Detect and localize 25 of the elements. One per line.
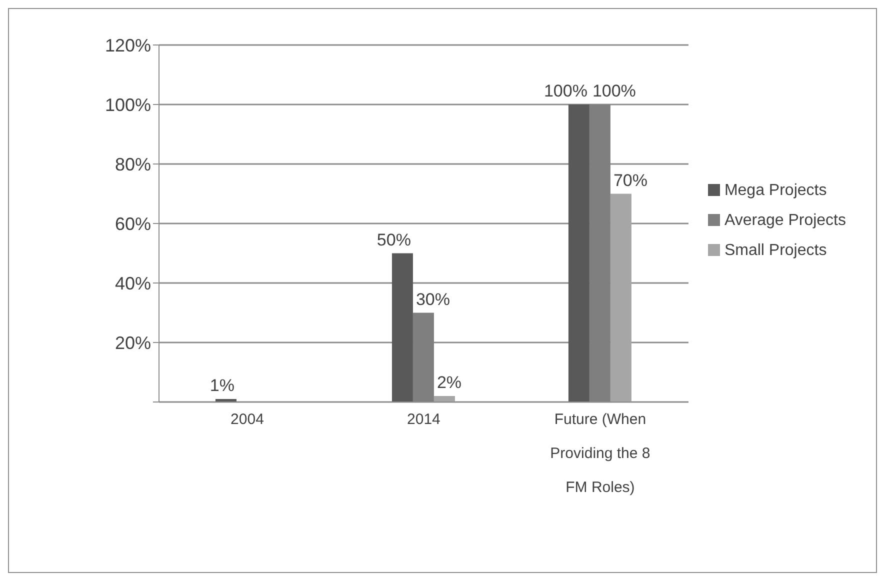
y-tick-label: 20% xyxy=(114,332,151,353)
y-tick-label: 80% xyxy=(114,154,151,174)
bar xyxy=(412,312,434,402)
bar xyxy=(568,104,590,402)
x-tick-label: Future (When Providing the 8 FM Roles) xyxy=(550,411,650,496)
data-label: 100% xyxy=(544,82,588,100)
data-label: 30% xyxy=(416,290,450,309)
data-label: 50% xyxy=(376,230,411,250)
x-tick-label: 2014 xyxy=(407,411,440,428)
x-tick-label: 2004 xyxy=(230,411,264,428)
legend-label: Mega Projects xyxy=(724,182,827,198)
data-label: 70% xyxy=(613,170,648,190)
y-tick-label: 60% xyxy=(114,214,151,234)
bar xyxy=(610,194,632,402)
y-tick-label: 40% xyxy=(114,273,151,294)
data-label: 1% xyxy=(210,376,234,396)
y-tick-label: 100% xyxy=(104,94,151,115)
y-tick-label: 120% xyxy=(104,35,151,56)
data-label: 100% xyxy=(592,82,636,100)
legend-label: Average Projects xyxy=(724,212,846,228)
bar xyxy=(589,104,610,402)
bar xyxy=(392,253,413,402)
data-label: 2% xyxy=(436,373,462,392)
bar xyxy=(434,396,455,402)
legend-label: Small Projects xyxy=(724,242,827,258)
